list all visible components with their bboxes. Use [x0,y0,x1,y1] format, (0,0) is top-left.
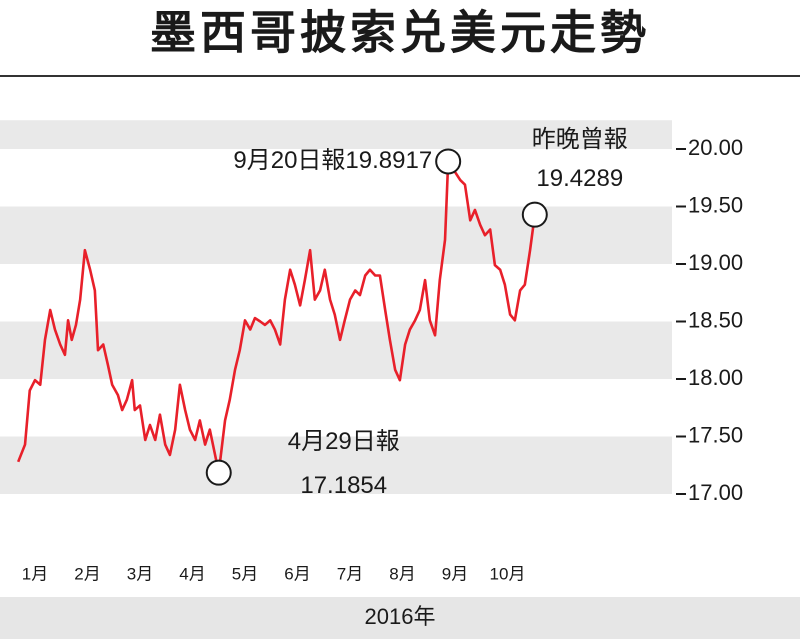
x-tick-label: 3月 [127,564,153,583]
y-tick-label: 19.00 [688,250,743,275]
line [16,160,537,474]
x-tick-label: 7月 [337,564,363,583]
annotation-text: 昨晚曾報 [532,126,628,153]
x-tick-label: 2月 [74,564,100,583]
annotation-text: 19.4289 [536,165,623,192]
grid-band [0,120,672,149]
x-tick-label: 1月 [22,564,48,583]
y-tick-label: 17.50 [688,422,743,447]
y-tick-label: 17.00 [688,480,743,505]
y-tick-label: 19.50 [688,192,743,217]
y-tick-label: 18.00 [688,365,743,390]
x-tick-label: 5月 [232,564,258,583]
x-label-band [0,597,800,639]
chart-title: 墨西哥披索兑美元走勢 [150,8,650,59]
grid-band [0,321,672,379]
grid-band [0,436,672,494]
x-tick-label: 8月 [389,564,415,583]
x-tick-label: 10月 [490,564,526,583]
x-tick-label: 9月 [442,564,468,583]
annotation-marker [521,201,548,228]
x-axis-label: 2016年 [365,604,436,629]
y-tick-label: 20.00 [688,135,743,160]
grid-band [0,206,672,264]
annotation-text: 9月20日報19.8917 [233,147,432,174]
annotation-text: 17.1854 [300,472,387,499]
y-tick-label: 18.50 [688,307,743,332]
annotation-marker [205,459,232,486]
annotation-marker [435,148,462,175]
bands [0,120,672,494]
x-tick-label: 4月 [179,564,205,583]
annotation-text: 4月29日報 [288,428,400,455]
x-tick-label: 6月 [284,564,310,583]
